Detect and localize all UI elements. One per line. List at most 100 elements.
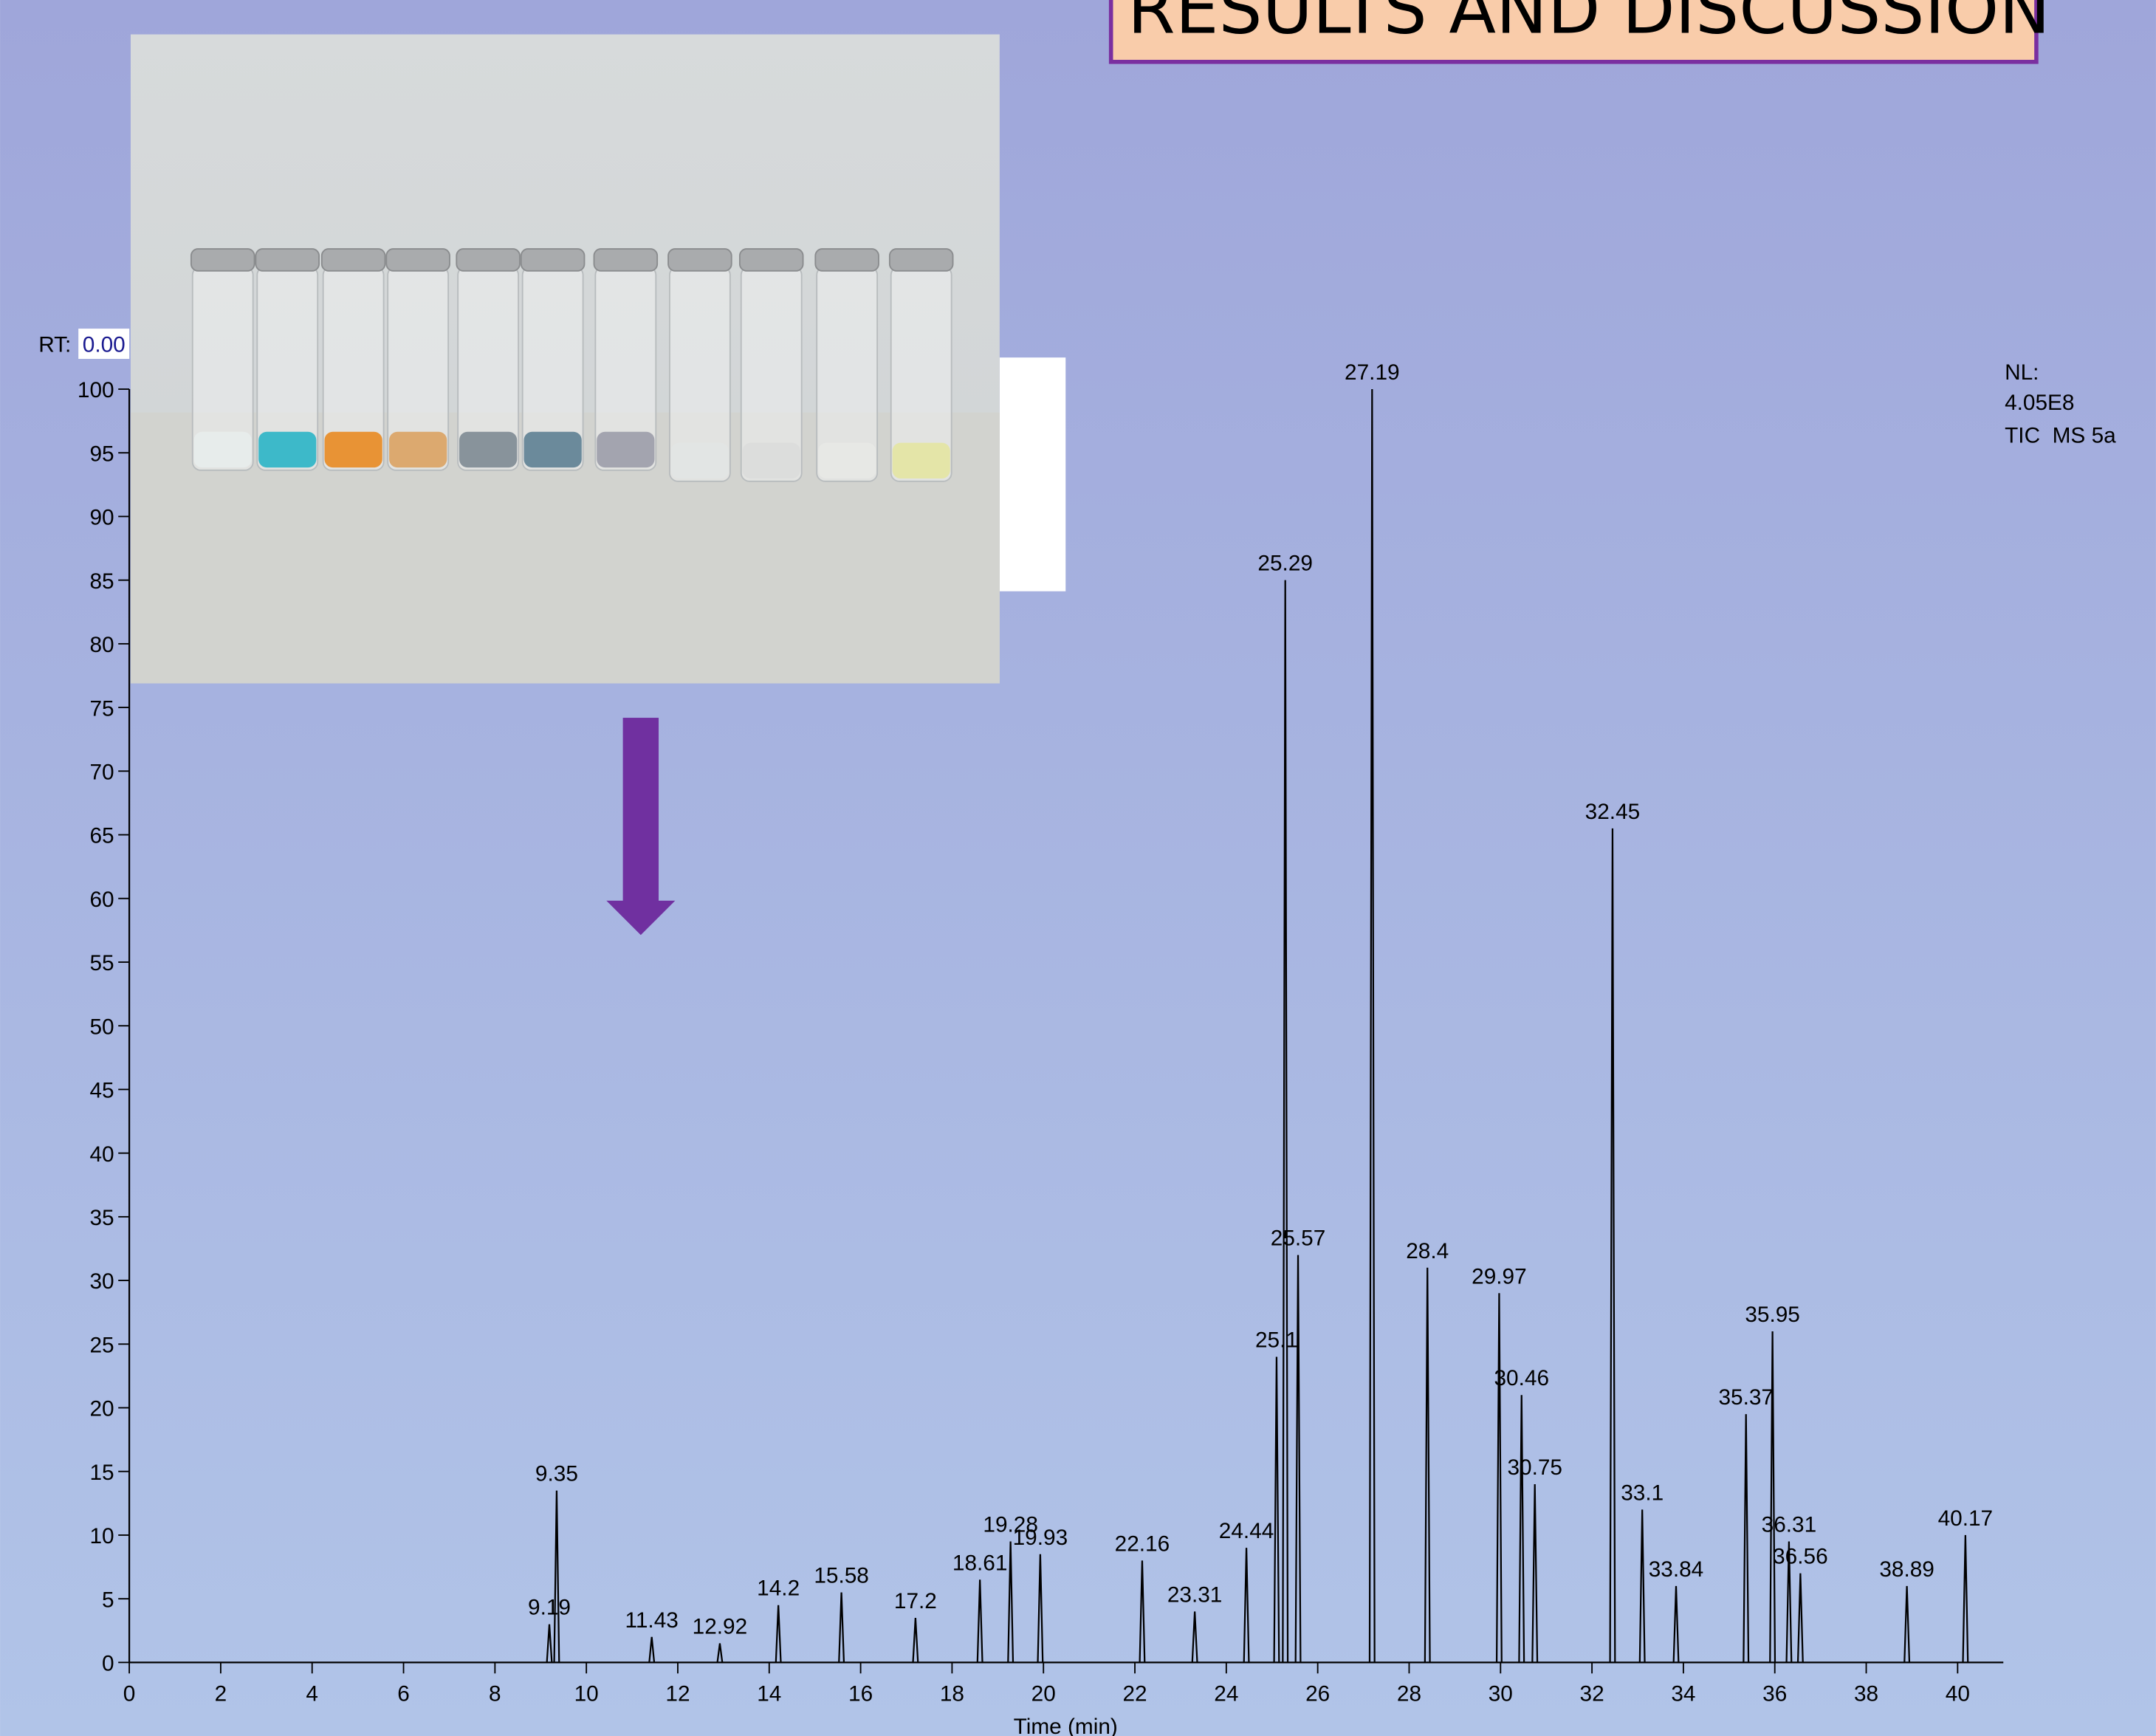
nl-value: 4.05E8 xyxy=(2005,391,2074,415)
x-tick-label: 8 xyxy=(489,1682,501,1706)
peak-label: 25.57 xyxy=(1271,1226,1326,1251)
x-tick-label: 34 xyxy=(1671,1682,1695,1706)
white-panel xyxy=(1000,357,1065,591)
scan-label: TIC MS 5a xyxy=(2005,424,2116,448)
y-tick-label: 35 xyxy=(89,1206,114,1230)
vial-liquid xyxy=(597,432,654,467)
vial-liquid xyxy=(258,432,316,467)
peak-label: 18.61 xyxy=(952,1551,1008,1575)
peak-label: 12.92 xyxy=(693,1614,748,1639)
vial-liquid xyxy=(389,432,447,467)
vial-cap xyxy=(386,249,450,271)
x-tick-label: 2 xyxy=(215,1682,227,1706)
x-tick-label: 40 xyxy=(1946,1682,1970,1706)
nl-label: NL: xyxy=(2005,360,2039,385)
photo xyxy=(131,35,1000,684)
x-tick-label: 26 xyxy=(1305,1682,1330,1706)
peak-label: 38.89 xyxy=(1879,1557,1934,1582)
peak-label: 14.2 xyxy=(757,1577,800,1601)
y-tick-label: 95 xyxy=(89,442,114,466)
y-tick-label: 15 xyxy=(89,1461,114,1485)
y-tick-label: 5 xyxy=(102,1588,114,1612)
x-tick-label: 38 xyxy=(1854,1682,1878,1706)
peak-label: 35.37 xyxy=(1718,1385,1774,1410)
vial-cap xyxy=(815,249,879,271)
peak-label: 36.31 xyxy=(1762,1513,1817,1537)
vial-cap xyxy=(594,249,658,271)
rt-label: RT: xyxy=(38,333,71,357)
y-tick-label: 65 xyxy=(89,824,114,848)
peak-label: 23.31 xyxy=(1167,1582,1223,1607)
y-tick-label: 0 xyxy=(102,1652,114,1676)
peak-label: 22.16 xyxy=(1115,1531,1170,1556)
peak-label: 15.58 xyxy=(814,1563,869,1588)
y-tick-label: 85 xyxy=(89,569,114,594)
peak-label: 27.19 xyxy=(1345,360,1400,385)
x-tick-label: 20 xyxy=(1031,1682,1056,1706)
vial-cap xyxy=(668,249,732,271)
slide: RESULTS AND DISCUSSION RT: 0.00 NL: 4.05… xyxy=(0,0,2156,1736)
peak-label: 9.19 xyxy=(528,1596,571,1620)
y-tick-label: 60 xyxy=(89,888,114,912)
x-tick-label: 24 xyxy=(1214,1682,1238,1706)
vial-liquid xyxy=(671,443,729,478)
y-tick-label: 40 xyxy=(89,1142,114,1167)
peak-label: 25.29 xyxy=(1257,552,1313,576)
y-tick-label: 50 xyxy=(89,1015,114,1039)
x-tick-label: 18 xyxy=(940,1682,964,1706)
peak-label: 19.93 xyxy=(1013,1526,1068,1550)
vial-liquid xyxy=(743,443,800,478)
y-tick-label: 90 xyxy=(89,506,114,530)
peak-label: 32.45 xyxy=(1585,800,1641,824)
x-tick-label: 0 xyxy=(123,1682,136,1706)
peak-label: 30.46 xyxy=(1494,1366,1549,1390)
peak-label: 24.44 xyxy=(1219,1519,1274,1543)
y-tick-label: 100 xyxy=(78,378,114,402)
peak-label: 17.2 xyxy=(894,1589,937,1613)
peak-label: 29.97 xyxy=(1472,1264,1527,1289)
y-tick-label: 55 xyxy=(89,951,114,975)
vial-liquid xyxy=(818,443,876,478)
peak-label: 28.4 xyxy=(1406,1239,1449,1263)
vial-liquid xyxy=(194,432,252,467)
vial-liquid xyxy=(459,432,517,467)
y-tick-label: 20 xyxy=(89,1397,114,1421)
vial-cap xyxy=(255,249,319,271)
page: RESULTS AND DISCUSSION RT: 0.00 NL: 4.05… xyxy=(0,0,2156,1736)
x-tick-label: 6 xyxy=(397,1682,410,1706)
peak-label: 40.17 xyxy=(1938,1506,1994,1531)
y-tick-label: 25 xyxy=(89,1333,114,1357)
y-tick-label: 30 xyxy=(89,1269,114,1294)
y-tick-label: 10 xyxy=(89,1524,114,1548)
vial-cap xyxy=(322,249,385,271)
x-tick-label: 22 xyxy=(1122,1682,1147,1706)
peak-label: 30.75 xyxy=(1507,1455,1562,1480)
slide-title: RESULTS AND DISCUSSION xyxy=(1127,0,2050,49)
x-tick-label: 14 xyxy=(757,1682,781,1706)
vial-cap xyxy=(740,249,803,271)
vial-liquid xyxy=(893,443,950,478)
x-tick-label: 32 xyxy=(1580,1682,1604,1706)
x-tick-label: 12 xyxy=(665,1682,690,1706)
x-tick-label: 28 xyxy=(1397,1682,1421,1706)
peak-label: 36.56 xyxy=(1773,1545,1828,1569)
peak-label: 11.43 xyxy=(625,1608,679,1633)
peak-label: 33.1 xyxy=(1621,1481,1664,1505)
peak-label: 33.84 xyxy=(1649,1557,1704,1582)
x-tick-label: 4 xyxy=(306,1682,318,1706)
x-tick-label: 10 xyxy=(574,1682,599,1706)
vial-cap xyxy=(521,249,585,271)
x-tick-label: 30 xyxy=(1489,1682,1513,1706)
x-tick-label: 36 xyxy=(1762,1682,1787,1706)
peak-label: 25.1 xyxy=(1255,1328,1298,1352)
peak-label: 9.35 xyxy=(535,1462,578,1486)
rt-value: 0.00 xyxy=(83,333,126,357)
vial-cap xyxy=(890,249,953,271)
y-tick-label: 80 xyxy=(89,633,114,657)
vial-liquid xyxy=(524,432,582,467)
peak-label: 35.95 xyxy=(1745,1303,1800,1327)
vial-liquid xyxy=(325,432,382,467)
vial-cap xyxy=(191,249,255,271)
y-tick-label: 75 xyxy=(89,696,114,721)
y-tick-label: 70 xyxy=(89,760,114,784)
